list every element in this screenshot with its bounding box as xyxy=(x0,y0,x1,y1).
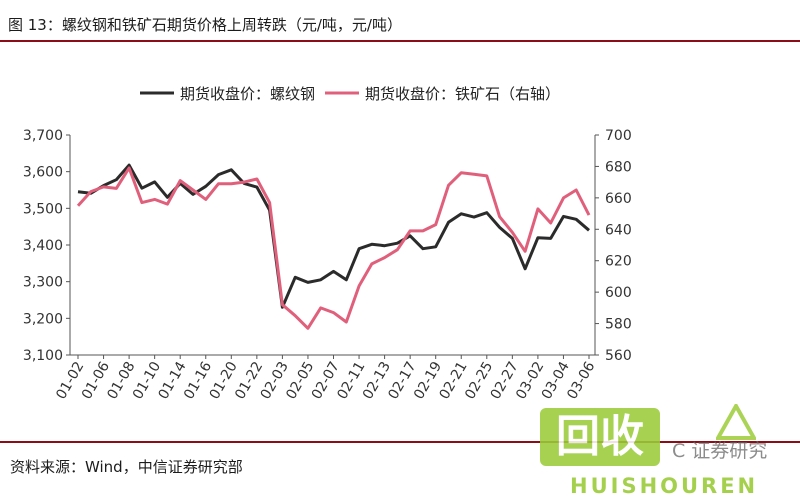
right-y-tick-label: 580 xyxy=(605,317,632,333)
watermark-logo: 回收 xyxy=(540,408,660,466)
source-divider xyxy=(0,441,800,443)
futures-price-chart: 3,100 3,200 3,300 3,400 3,500 3,600 3,700 560 58… xyxy=(23,85,632,402)
left-y-tick-label: 3,700 xyxy=(23,128,63,144)
left-y-tick-label: 3,100 xyxy=(23,348,63,364)
right-y-tick-label: 680 xyxy=(605,159,632,175)
watermark: 回收 C 证券研究 HUISHOUREN xyxy=(540,400,795,500)
legend-rebar-label: 期货收盘价：螺纹钢 xyxy=(180,85,315,103)
right-y-tick-label: 600 xyxy=(605,285,632,301)
source-note: 资料来源：Wind，中信证券研究部 xyxy=(10,458,243,476)
right-y-tick-label: 560 xyxy=(605,348,632,364)
right-y-tick-label: 700 xyxy=(605,128,632,144)
series-line-iron-ore xyxy=(76,166,591,330)
left-y-tick-label: 3,300 xyxy=(23,275,63,291)
left-y-tick-label: 3,200 xyxy=(23,311,63,327)
legend-iron-ore-label: 期货收盘价：铁矿石（右轴） xyxy=(365,85,560,103)
left-y-tick-label: 3,400 xyxy=(23,238,63,254)
watermark-caption: C 证券研究 xyxy=(672,440,768,462)
recycle-arrow-icon xyxy=(716,404,756,440)
right-y-tick-label: 620 xyxy=(605,254,632,270)
series-line-rebar xyxy=(77,163,590,309)
right-y-tick-label: 660 xyxy=(605,191,632,207)
title-divider xyxy=(0,40,800,42)
left-y-tick-label: 3,600 xyxy=(23,165,63,181)
left-y-tick-label: 3,500 xyxy=(23,201,63,217)
watermark-brand: HUISHOUREN xyxy=(570,474,759,498)
figure-title: 图 13：螺纹钢和铁矿石期货价格上周转跌（元/吨，元/吨） xyxy=(8,16,402,34)
right-y-tick-label: 640 xyxy=(605,222,632,238)
